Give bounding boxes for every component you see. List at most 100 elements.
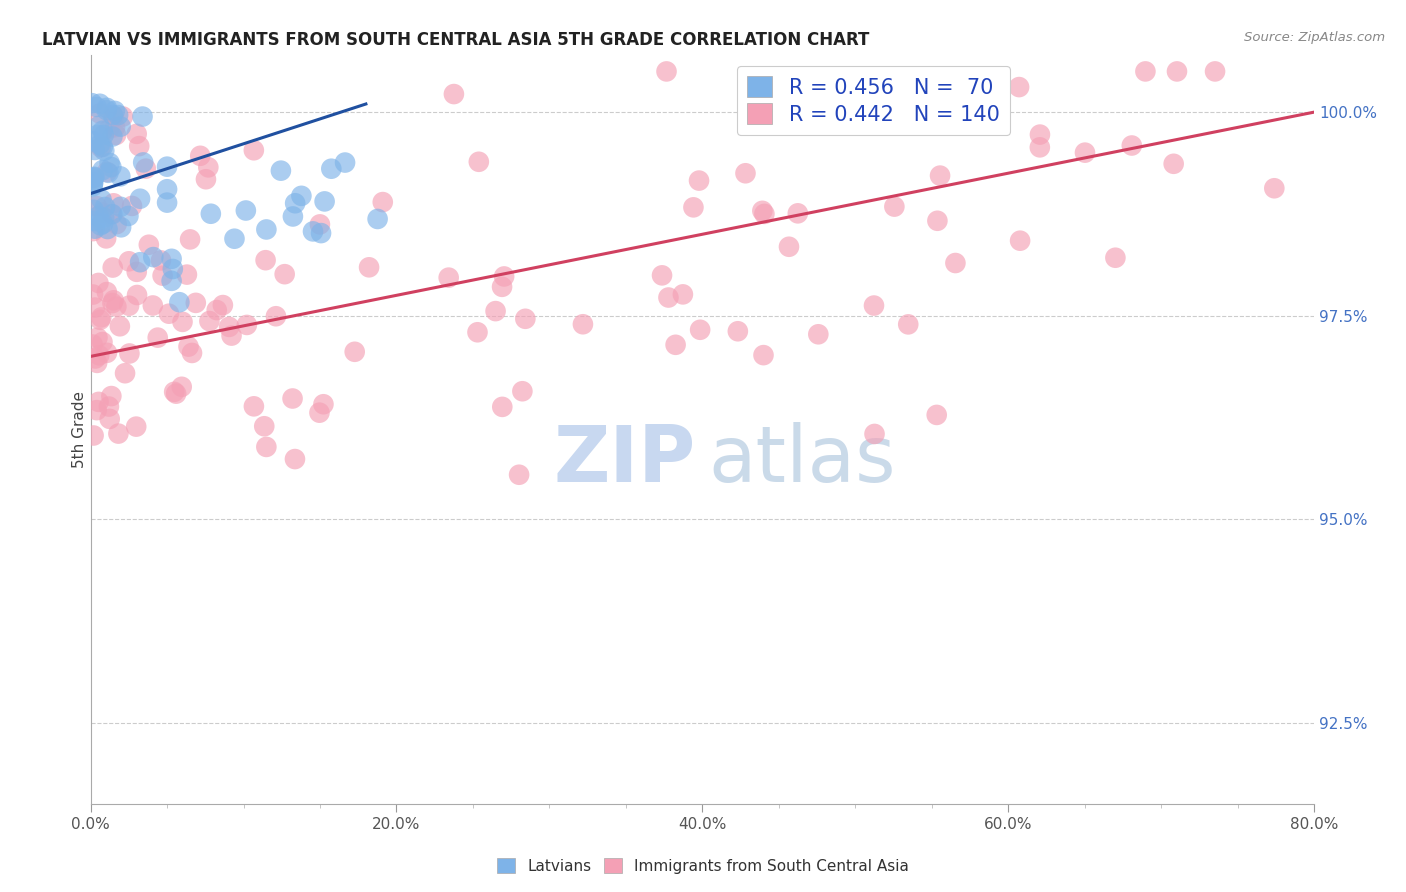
- Point: [101, 207, 124, 221]
- Point: [87, 276, 110, 290]
- Point: [751, 203, 773, 218]
- Point: [821, 99, 844, 113]
- Point: [224, 232, 246, 246]
- Point: [512, 384, 534, 399]
- Point: [1204, 64, 1226, 78]
- Point: [100, 389, 122, 403]
- Point: [966, 110, 988, 124]
- Point: [132, 155, 155, 169]
- Point: [179, 232, 201, 246]
- Point: [97, 400, 120, 414]
- Point: [367, 211, 389, 226]
- Point: [734, 166, 756, 180]
- Point: [1135, 64, 1157, 78]
- Point: [89, 106, 111, 120]
- Point: [89, 137, 111, 152]
- Point: [491, 400, 513, 414]
- Point: [689, 323, 711, 337]
- Point: [108, 319, 131, 334]
- Point: [89, 96, 111, 111]
- Point: [100, 160, 122, 174]
- Point: [198, 314, 221, 328]
- Point: [91, 334, 114, 349]
- Point: [752, 348, 775, 362]
- Point: [156, 182, 179, 196]
- Point: [863, 426, 886, 441]
- Point: [82, 175, 104, 189]
- Point: [205, 303, 228, 318]
- Point: [1163, 157, 1185, 171]
- Point: [82, 178, 104, 192]
- Point: [90, 140, 112, 154]
- Point: [128, 139, 150, 153]
- Point: [727, 324, 749, 338]
- Point: [121, 199, 143, 213]
- Point: [883, 200, 905, 214]
- Point: [125, 265, 148, 279]
- Point: [343, 344, 366, 359]
- Y-axis label: 5th Grade: 5th Grade: [72, 392, 87, 468]
- Point: [96, 101, 118, 115]
- Point: [925, 408, 948, 422]
- Point: [200, 207, 222, 221]
- Point: [91, 163, 114, 178]
- Point: [672, 287, 695, 301]
- Point: [468, 154, 491, 169]
- Point: [169, 295, 191, 310]
- Point: [110, 220, 132, 235]
- Point: [80, 96, 103, 111]
- Point: [163, 384, 186, 399]
- Point: [437, 270, 460, 285]
- Point: [176, 268, 198, 282]
- Point: [107, 108, 129, 122]
- Point: [104, 120, 127, 135]
- Point: [172, 315, 194, 329]
- Point: [284, 452, 307, 467]
- Point: [273, 267, 295, 281]
- Point: [83, 143, 105, 157]
- Point: [94, 231, 117, 245]
- Point: [87, 128, 110, 142]
- Point: [105, 300, 128, 314]
- Point: [508, 467, 530, 482]
- Point: [281, 210, 304, 224]
- Point: [105, 128, 128, 142]
- Point: [83, 170, 105, 185]
- Point: [98, 412, 121, 426]
- Point: [86, 331, 108, 345]
- Point: [103, 110, 125, 124]
- Point: [236, 318, 259, 332]
- Point: [110, 169, 132, 184]
- Point: [194, 172, 217, 186]
- Point: [93, 211, 115, 225]
- Point: [125, 288, 148, 302]
- Point: [104, 103, 127, 118]
- Point: [253, 419, 276, 434]
- Point: [254, 253, 277, 268]
- Point: [100, 207, 122, 221]
- Point: [688, 173, 710, 187]
- Point: [665, 338, 688, 352]
- Point: [657, 291, 679, 305]
- Point: [309, 226, 332, 240]
- Point: [491, 280, 513, 294]
- Point: [264, 310, 287, 324]
- Point: [97, 222, 120, 236]
- Point: [107, 426, 129, 441]
- Point: [96, 103, 118, 118]
- Point: [84, 301, 107, 315]
- Point: [1104, 251, 1126, 265]
- Text: LATVIAN VS IMMIGRANTS FROM SOUTH CENTRAL ASIA 5TH GRADE CORRELATION CHART: LATVIAN VS IMMIGRANTS FROM SOUTH CENTRAL…: [42, 31, 869, 49]
- Point: [515, 311, 537, 326]
- Point: [97, 166, 120, 180]
- Point: [897, 318, 920, 332]
- Point: [82, 134, 104, 148]
- Point: [778, 240, 800, 254]
- Point: [82, 214, 104, 228]
- Point: [91, 124, 114, 138]
- Point: [89, 348, 111, 362]
- Point: [321, 161, 343, 176]
- Point: [467, 325, 489, 339]
- Point: [103, 293, 125, 308]
- Point: [93, 128, 115, 142]
